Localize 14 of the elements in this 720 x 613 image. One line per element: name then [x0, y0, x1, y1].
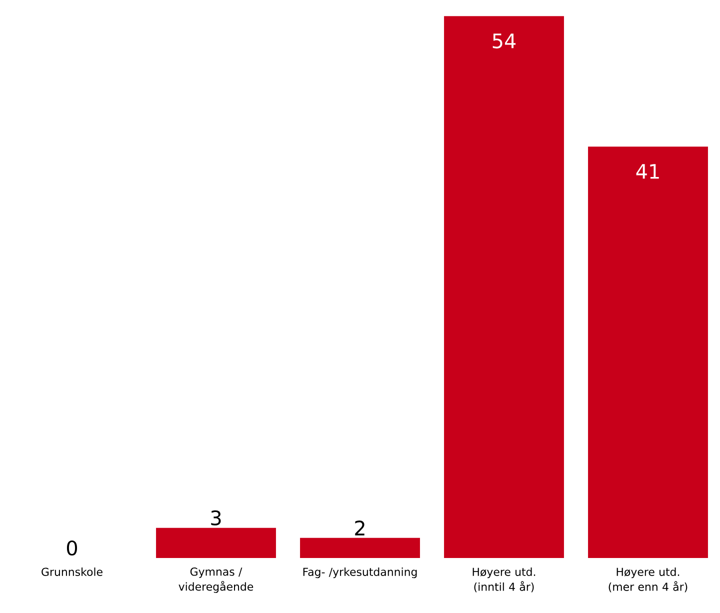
data-label: 2 — [355, 520, 364, 536]
x-tick-label: Gymnas / videregående — [178, 568, 254, 593]
bar — [588, 146, 708, 558]
x-tick-label: Høyere utd. (mer enn 4 år) — [608, 568, 688, 592]
data-label: 3 — [211, 510, 221, 526]
x-tick-label: Høyere utd. (inntil 4 år) — [472, 568, 536, 592]
bar — [444, 16, 564, 558]
x-tick-label: Fag- /yrkesutdanning — [303, 568, 417, 578]
bar — [156, 528, 276, 558]
data-label: 0 — [66, 540, 78, 556]
bar — [300, 538, 420, 558]
data-label: 54 — [492, 34, 516, 48]
x-tick-label: Grunnskole — [42, 568, 102, 576]
data-label: 41 — [636, 164, 659, 179]
